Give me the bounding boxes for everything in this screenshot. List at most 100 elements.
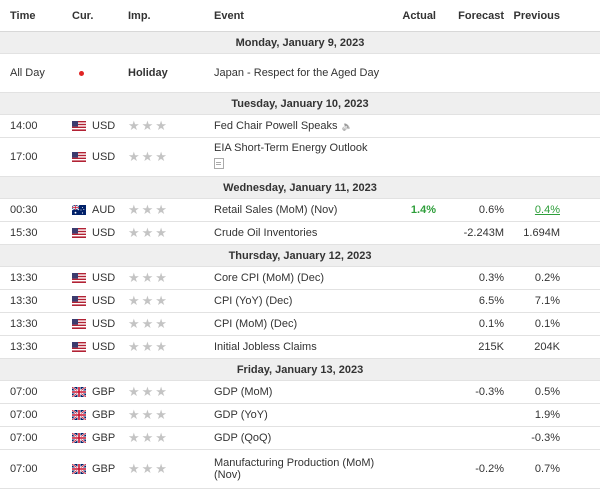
event-row[interactable]: 13:30 USD ★★★ Core CPI (MoM) (Dec) 0.3% 0.2% [0, 266, 600, 290]
event-name[interactable]: CPI (MoM) (Dec) [214, 318, 298, 330]
event-time: 14:00 [0, 114, 68, 138]
flag-us-icon [72, 319, 86, 330]
event-row[interactable]: 13:30 USD ★★★ CPI (YoY) (Dec) 6.5% 7.1% [0, 289, 600, 313]
col-header-actual[interactable]: Actual [384, 0, 436, 32]
event-name-cell[interactable]: GDP (MoM) [214, 380, 384, 404]
event-row[interactable]: All Day Holiday Japan - Respect for the Ag… [0, 53, 600, 93]
event-forecast [436, 53, 504, 93]
event-name[interactable]: Japan - Respect for the Aged Day [214, 67, 380, 79]
day-header-row: Monday, January 9, 2023 [0, 31, 600, 54]
event-currency-code: USD [92, 341, 116, 353]
event-name-cell[interactable]: GDP (YoY) [214, 403, 384, 427]
event-actual [384, 221, 436, 245]
event-forecast: 215K [436, 335, 504, 359]
event-name[interactable]: EIA Short-Term Energy Outlook [214, 142, 368, 154]
event-previous [504, 53, 600, 93]
event-time: 07:00 [0, 380, 68, 404]
event-name-cell[interactable]: Crude Oil Inventories [214, 221, 384, 245]
event-currency-cell: USD [68, 137, 128, 177]
importance-stars-icon: ★★★ [128, 407, 169, 422]
event-forecast: -2.243M [436, 221, 504, 245]
event-name[interactable]: Core CPI (MoM) (Dec) [214, 272, 325, 284]
day-header-row: Tuesday, January 10, 2023 [0, 92, 600, 115]
event-forecast: 0.3% [436, 266, 504, 290]
event-time: 07:00 [0, 449, 68, 489]
event-currency-cell: USD [68, 114, 128, 138]
event-row[interactable]: 07:00 GBP ★★★ GDP (QoQ) -0.3% [0, 426, 600, 450]
event-previous-value: 1.9% [534, 409, 560, 421]
event-row[interactable]: 13:30 USD ★★★ Initial Jobless Claims 215K 204… [0, 335, 600, 359]
event-name[interactable]: GDP (QoQ) [214, 432, 272, 444]
event-importance-cell: ★★★ [128, 426, 214, 450]
event-actual [384, 335, 436, 359]
document-icon [214, 158, 224, 169]
col-header-previous[interactable]: Previous [504, 0, 600, 32]
importance-stars-icon: ★★★ [128, 430, 169, 445]
event-name-cell[interactable]: CPI (MoM) (Dec) [214, 312, 384, 336]
event-row[interactable]: 07:00 GBP ★★★ GDP (YoY) 1.9% [0, 403, 600, 427]
col-header-importance[interactable]: Imp. [128, 0, 214, 32]
event-name-cell[interactable]: Retail Sales (MoM) (Nov) [214, 198, 384, 222]
event-importance-cell: ★★★ [128, 335, 214, 359]
col-header-forecast[interactable]: Forecast [436, 0, 504, 32]
event-previous: 1.9% [504, 403, 600, 427]
event-actual [384, 289, 436, 313]
event-row[interactable]: 00:30 AUD ★★★ Retail Sales (MoM) (Nov) 1.4% 0… [0, 198, 600, 222]
event-importance-cell: ★★★ [128, 221, 214, 245]
event-name[interactable]: GDP (YoY) [214, 409, 268, 421]
event-row[interactable]: 07:00 GBP ★★★ Manufacturing Production (MoM… [0, 449, 600, 489]
event-name-cell[interactable]: Manufacturing Production (MoM) (Nov) [214, 449, 384, 489]
event-currency-code: GBP [92, 463, 116, 475]
day-header-row: Friday, January 13, 2023 [0, 358, 600, 381]
event-actual [384, 403, 436, 427]
col-header-currency[interactable]: Cur. [68, 0, 128, 32]
event-time: 13:30 [0, 312, 68, 336]
event-name[interactable]: Crude Oil Inventories [214, 227, 318, 239]
col-header-event[interactable]: Event [214, 0, 384, 32]
flag-us-icon [72, 152, 86, 163]
event-currency-cell: GBP [68, 403, 128, 427]
importance-stars-icon: ★★★ [128, 118, 169, 133]
event-previous: 0.1% [504, 312, 600, 336]
event-name-cell[interactable]: CPI (YoY) (Dec) [214, 289, 384, 313]
event-name[interactable]: CPI (YoY) (Dec) [214, 295, 293, 307]
event-name[interactable]: Manufacturing Production (MoM) (Nov) [214, 457, 375, 481]
day-date-label: Thursday, January 12, 2023 [0, 244, 600, 267]
col-header-time[interactable]: Time [0, 0, 68, 32]
event-currency-cell: GBP [68, 380, 128, 404]
event-row[interactable]: 14:00 USD ★★★ Fed Chair Powell Speaks 🔈 [0, 114, 600, 138]
flag-gb-icon [72, 433, 86, 444]
importance-stars-icon: ★★★ [128, 339, 169, 354]
event-currency-cell: GBP [68, 449, 128, 489]
event-forecast [436, 403, 504, 427]
event-forecast [436, 114, 504, 138]
event-row[interactable]: 07:00 GBP ★★★ GDP (MoM) -0.3% 0.5% [0, 380, 600, 404]
event-previous-value: 1.694M [523, 227, 560, 239]
event-name-cell[interactable]: Core CPI (MoM) (Dec) [214, 266, 384, 290]
event-name-cell[interactable]: GDP (QoQ) [214, 426, 384, 450]
importance-stars-icon: ★★★ [128, 225, 169, 240]
event-row[interactable]: 15:30 USD ★★★ Crude Oil Inventories -2.243M 1… [0, 221, 600, 245]
event-name-cell[interactable]: EIA Short-Term Energy Outlook [214, 137, 384, 177]
event-name-cell[interactable]: Fed Chair Powell Speaks 🔈 [214, 114, 384, 138]
event-previous-value: 0.1% [534, 318, 560, 330]
flag-us-icon [72, 296, 86, 307]
event-previous: 204K [504, 335, 600, 359]
event-name-cell[interactable]: Initial Jobless Claims [214, 335, 384, 359]
event-name-cell[interactable]: Japan - Respect for the Aged Day [214, 53, 384, 93]
event-currency-code: USD [92, 318, 116, 330]
event-name[interactable]: GDP (MoM) [214, 386, 273, 398]
event-time: 15:30 [0, 221, 68, 245]
event-time: All Day [0, 53, 68, 93]
event-importance-cell: ★★★ [128, 289, 214, 313]
event-name[interactable]: Initial Jobless Claims [214, 341, 317, 353]
event-actual: 1.4% [384, 198, 436, 222]
event-name[interactable]: Fed Chair Powell Speaks [214, 120, 338, 132]
event-name[interactable]: Retail Sales (MoM) (Nov) [214, 204, 338, 216]
event-time: 07:00 [0, 426, 68, 450]
event-currency-cell: USD [68, 221, 128, 245]
event-row[interactable]: 13:30 USD ★★★ CPI (MoM) (Dec) 0.1% 0.1% [0, 312, 600, 336]
event-actual [384, 426, 436, 450]
flag-gb-icon [72, 410, 86, 421]
event-row[interactable]: 17:00 USD ★★★ EIA Short-Term Energy Outlook [0, 137, 600, 177]
